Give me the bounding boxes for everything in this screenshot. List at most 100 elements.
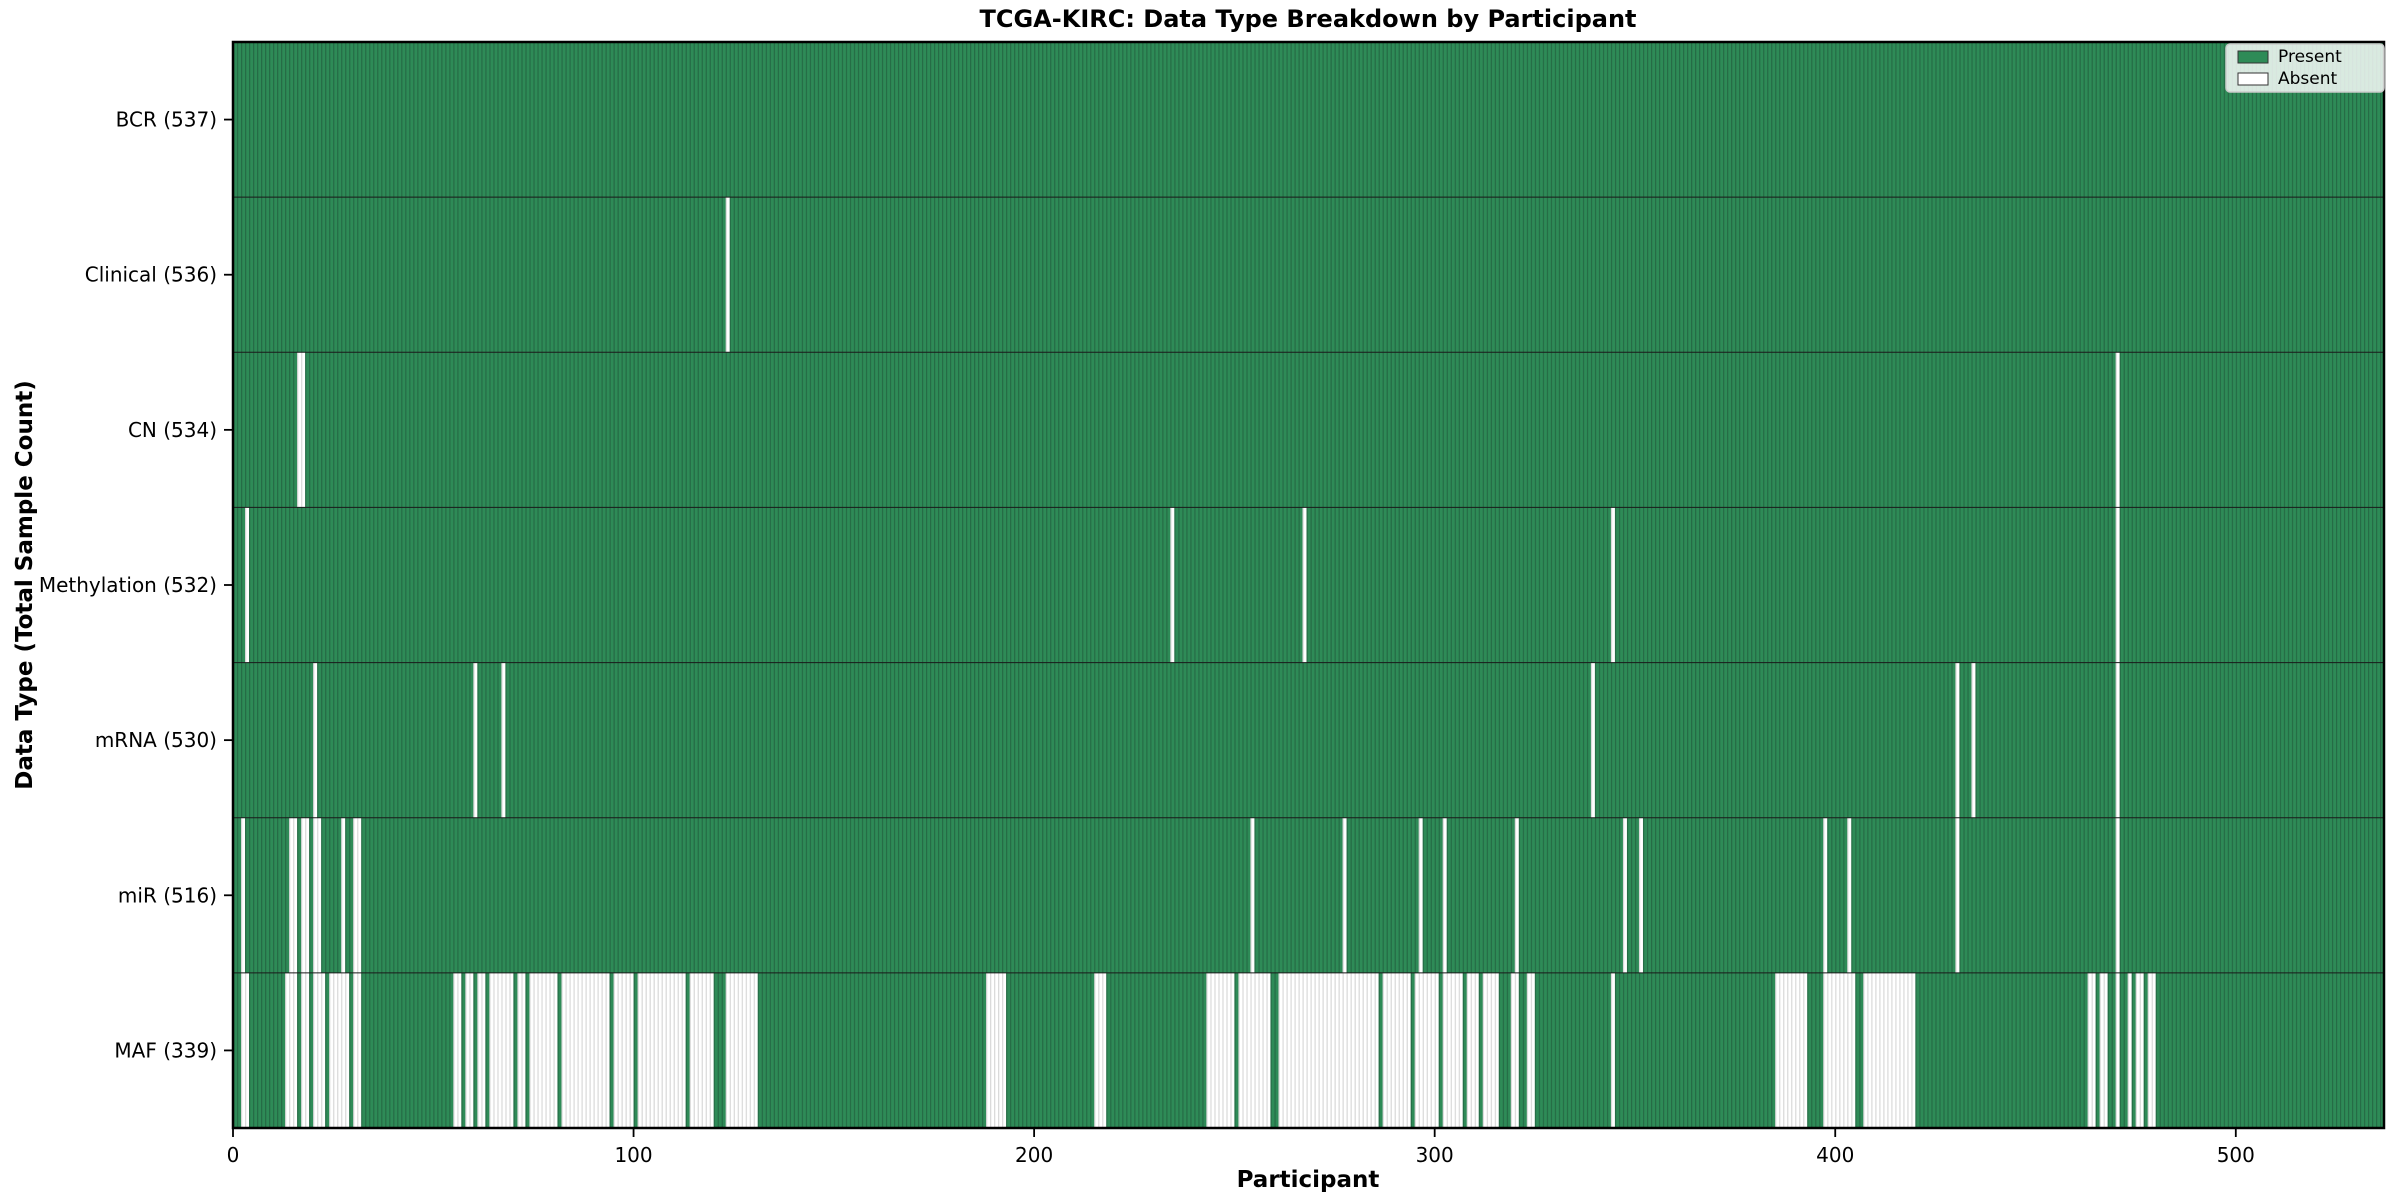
row-Methylation [233, 507, 2384, 663]
absent-bar [2147, 972, 2156, 1128]
absent-bar [301, 817, 310, 973]
absent-bar [1823, 817, 1828, 973]
absent-bar [2087, 972, 2096, 1128]
absent-bar [329, 972, 350, 1128]
absent-bar [2115, 817, 2120, 973]
absent-bar [1610, 507, 1615, 663]
present-bars-mRNA [233, 662, 2384, 818]
y-tick-label: miR (516) [118, 883, 217, 907]
x-axis-ticks: 0 100 200 300 400 500 [227, 1128, 2255, 1167]
absent-bar [1094, 972, 1107, 1128]
absent-bar [561, 972, 610, 1128]
absent-bar [1302, 507, 1307, 663]
absent-bar [725, 972, 758, 1128]
absent-bar [313, 972, 326, 1128]
absent-bar [613, 972, 634, 1128]
x-tick-label: 200 [1015, 1143, 1053, 1167]
absent-bar [465, 972, 474, 1128]
x-tick-label: 100 [614, 1143, 652, 1167]
y-tick-label: CN (534) [128, 418, 217, 442]
absent-bar [353, 817, 362, 973]
y-tick-label: mRNA (530) [95, 728, 217, 752]
y-tick-label: Clinical (536) [85, 263, 217, 287]
x-tick-label: 500 [2217, 1143, 2255, 1167]
absent-bar [245, 507, 250, 663]
absent-bar [1510, 972, 1519, 1128]
absent-bar [1466, 972, 1479, 1128]
row-dividers [233, 196, 2384, 974]
absent-bar [2127, 972, 2132, 1128]
row-CN [233, 352, 2384, 508]
row-MAF [233, 972, 2384, 1128]
absent-bar [285, 972, 298, 1128]
y-axis-label: Data Type (Total Sample Count) [12, 380, 38, 789]
absent-bar [1170, 507, 1175, 663]
absent-bar [1526, 972, 1535, 1128]
absent-bar [1775, 972, 1808, 1128]
x-tick-label: 400 [1816, 1143, 1854, 1167]
absent-bar [1206, 972, 1235, 1128]
absent-bar [1382, 972, 1411, 1128]
absent-bar [2115, 507, 2120, 663]
absent-bar [1418, 817, 1423, 973]
absent-bar [2115, 972, 2120, 1128]
absent-bar [241, 817, 246, 973]
x-axis-label: Participant [1237, 1167, 1380, 1193]
legend-label-present: Present [2278, 47, 2342, 67]
present-bars-BCR [233, 42, 2384, 198]
absent-bar [501, 662, 506, 818]
absent-bar [1238, 972, 1271, 1128]
absent-bar [1278, 972, 1379, 1128]
row-miR [233, 817, 2384, 973]
present-bars-Clinical [233, 197, 2384, 353]
absent-bar [477, 972, 486, 1128]
absent-bar [1442, 972, 1463, 1128]
absent-bar [1250, 817, 1255, 973]
row-mRNA [233, 662, 2384, 818]
absent-bar [529, 972, 558, 1128]
absent-bar [689, 972, 714, 1128]
x-tick-label: 0 [227, 1143, 240, 1167]
absent-bar [313, 662, 318, 818]
y-tick-label: Methylation (532) [39, 573, 217, 597]
absent-bar [489, 972, 514, 1128]
absent-bar [289, 817, 298, 973]
absent-bar [2135, 972, 2144, 1128]
absent-bar [473, 662, 478, 818]
absent-bar [517, 972, 526, 1128]
absent-bar [241, 972, 250, 1128]
y-axis-ticks: BCR (537) Clinical (536) CN (534) Methylati… [39, 108, 233, 1062]
absent-bar [313, 817, 322, 973]
present-bars-CN [233, 352, 2384, 508]
y-tick-label: BCR (537) [116, 108, 217, 132]
absent-bar [725, 197, 730, 353]
absent-bar [1955, 662, 1960, 818]
absent-bar [301, 972, 310, 1128]
absent-bar [1342, 817, 1347, 973]
row-Clinical [233, 197, 2384, 353]
absent-bar [1610, 972, 1615, 1128]
absent-bar [353, 972, 362, 1128]
y-tick-label: MAF (339) [114, 1038, 217, 1062]
absent-bar [2115, 662, 2120, 818]
absent-bar [1823, 972, 1856, 1128]
x-tick-label: 300 [1416, 1143, 1454, 1167]
absent-bar [341, 817, 346, 973]
plot-border [231, 40, 2386, 1130]
bars-layer [233, 42, 2384, 1128]
legend: Present Absent [2225, 43, 2385, 93]
legend-swatch-present [2237, 50, 2269, 64]
absent-bar [1590, 662, 1595, 818]
absent-bar [986, 972, 1007, 1128]
legend-swatch-absent [2237, 72, 2269, 86]
absent-bar [1514, 817, 1519, 973]
absent-bar [2115, 352, 2120, 508]
absent-bar [1414, 972, 1439, 1128]
absent-bar [637, 972, 686, 1128]
absent-bar [1863, 972, 1916, 1128]
legend-label-absent: Absent [2278, 69, 2338, 89]
absent-bar [2099, 972, 2108, 1128]
absent-bar [1622, 817, 1627, 973]
absent-bar [297, 352, 306, 508]
